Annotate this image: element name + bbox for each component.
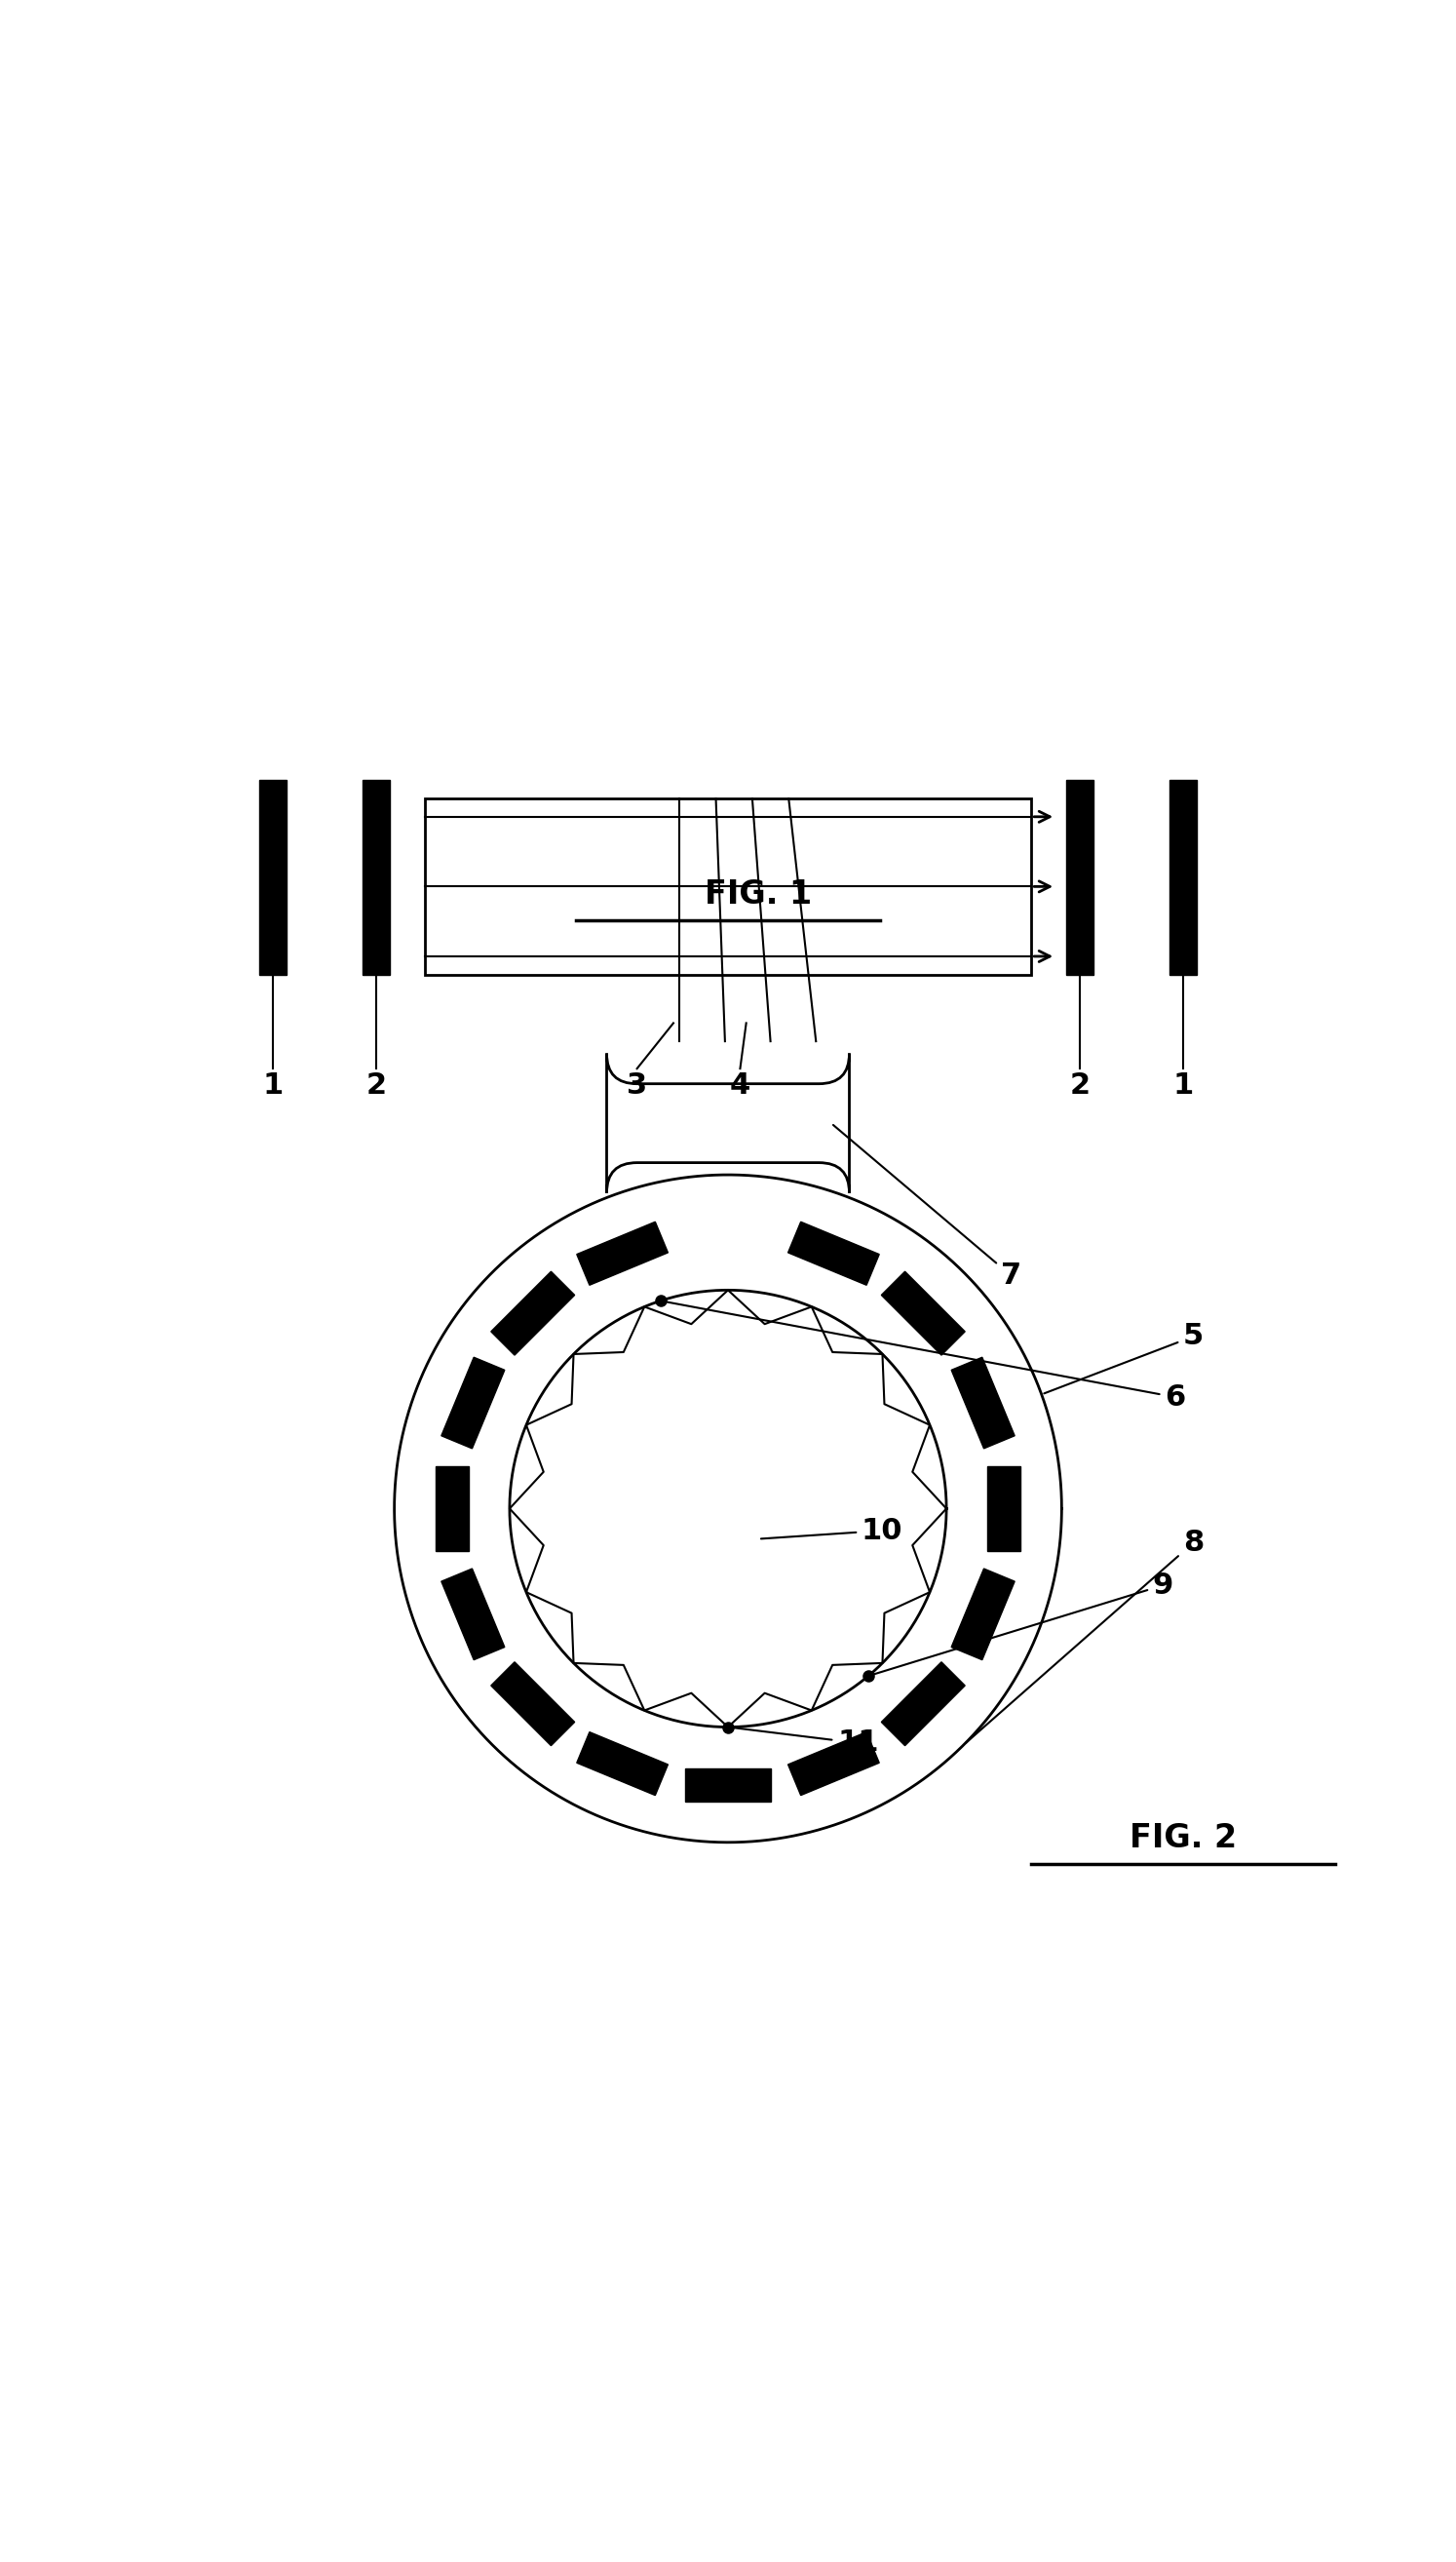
Polygon shape — [435, 1465, 469, 1550]
Text: 1: 1 — [1172, 1071, 1194, 1099]
Bar — [1066, 781, 1093, 974]
Text: 11: 11 — [731, 1727, 878, 1758]
Polygon shape — [686, 1768, 770, 1801]
Text: 1: 1 — [262, 1071, 284, 1099]
Polygon shape — [951, 1358, 1015, 1448]
Bar — [1169, 781, 1197, 974]
Polygon shape — [788, 1222, 879, 1286]
Text: 10: 10 — [761, 1517, 903, 1545]
Polygon shape — [491, 1663, 575, 1745]
Bar — [259, 781, 287, 974]
Bar — [425, 799, 1031, 974]
Text: 8: 8 — [965, 1530, 1204, 1742]
Text: 6: 6 — [662, 1301, 1185, 1412]
Text: FIG. 2: FIG. 2 — [1130, 1822, 1236, 1855]
Text: FIG. 1: FIG. 1 — [705, 879, 812, 912]
Text: 3: 3 — [626, 1071, 648, 1099]
Text: 2: 2 — [365, 1071, 386, 1099]
Polygon shape — [987, 1465, 1021, 1550]
Polygon shape — [951, 1568, 1015, 1660]
Polygon shape — [881, 1663, 965, 1745]
Polygon shape — [577, 1732, 668, 1796]
Bar — [363, 781, 390, 974]
Polygon shape — [788, 1732, 879, 1796]
Text: 4: 4 — [729, 1071, 750, 1099]
Polygon shape — [881, 1271, 965, 1355]
Text: 5: 5 — [1044, 1322, 1204, 1394]
Text: 7: 7 — [833, 1125, 1022, 1289]
Text: 9: 9 — [871, 1571, 1174, 1676]
Polygon shape — [491, 1271, 575, 1355]
Polygon shape — [577, 1222, 668, 1286]
Polygon shape — [441, 1568, 505, 1660]
Polygon shape — [441, 1358, 505, 1448]
Text: 2: 2 — [1070, 1071, 1091, 1099]
